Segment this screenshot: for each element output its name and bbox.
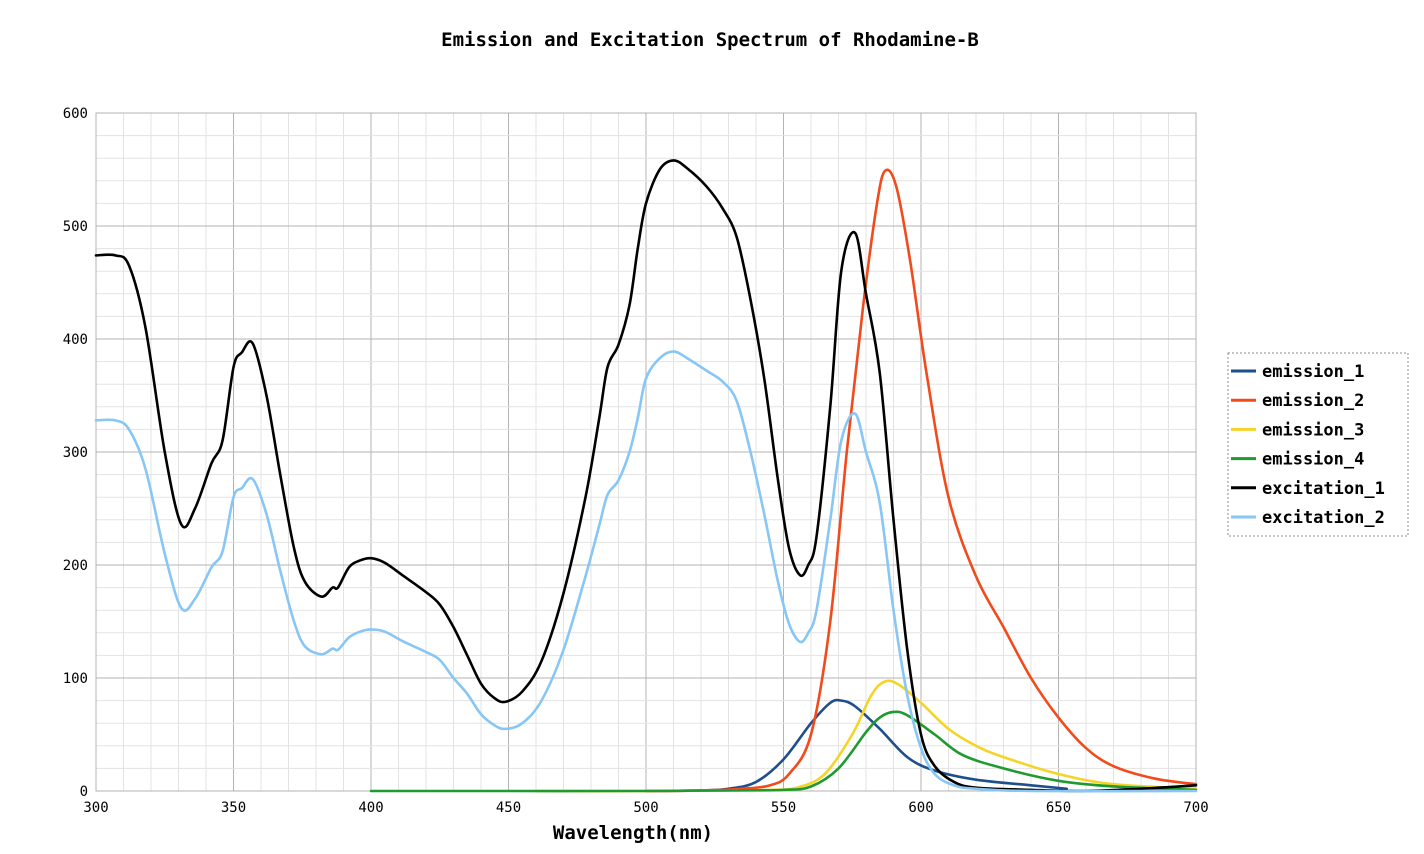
y-tick-label: 500 (63, 219, 88, 235)
tick-labels: 300 350 400 450 500 550 600 650 700 0 100 200 300 400… (63, 106, 1209, 816)
series-line-emission-4 (369, 710, 1198, 793)
legend-label: excitation_2 (1262, 508, 1385, 528)
chart-title: Emission and Excitation Spectrum of Rhod… (441, 29, 979, 51)
x-tick-label: 700 (1183, 800, 1208, 816)
series-line-excitation-2 (94, 350, 1198, 793)
y-tick-label: 200 (63, 558, 88, 574)
series-line-excitation-1 (94, 159, 1198, 793)
legend-label: excitation_1 (1262, 479, 1385, 499)
x-tick-label: 500 (633, 800, 658, 816)
x-axis-label: Wavelength(nm) (553, 822, 713, 844)
y-tick-label: 600 (63, 106, 88, 122)
legend-items: emission_1 emission_2 emission_3 emission_4… (1231, 362, 1385, 528)
series-line-emission-1 (644, 698, 1069, 793)
x-tick-label: 550 (771, 800, 796, 816)
legend-label: emission_2 (1262, 391, 1364, 411)
legend-label: emission_1 (1262, 362, 1364, 382)
legend: emission_1 emission_2 emission_3 emission_4… (1227, 352, 1409, 537)
x-tick-label: 300 (83, 800, 108, 816)
x-tick-label: 450 (496, 800, 521, 816)
legend-label: emission_4 (1262, 450, 1364, 470)
x-tick-label: 400 (358, 800, 383, 816)
series-group (94, 159, 1198, 793)
y-tick-label: 100 (63, 671, 88, 687)
x-tick-label: 650 (1046, 800, 1071, 816)
series-line-emission-2 (644, 168, 1198, 793)
legend-box (1227, 352, 1409, 537)
y-tick-label: 300 (63, 445, 88, 461)
y-tick-label: 0 (80, 784, 88, 800)
x-tick-label: 350 (221, 800, 246, 816)
x-tick-label: 600 (908, 800, 933, 816)
y-tick-label: 400 (63, 332, 88, 348)
grid (95, 112, 1197, 792)
legend-label: emission_3 (1262, 420, 1364, 440)
